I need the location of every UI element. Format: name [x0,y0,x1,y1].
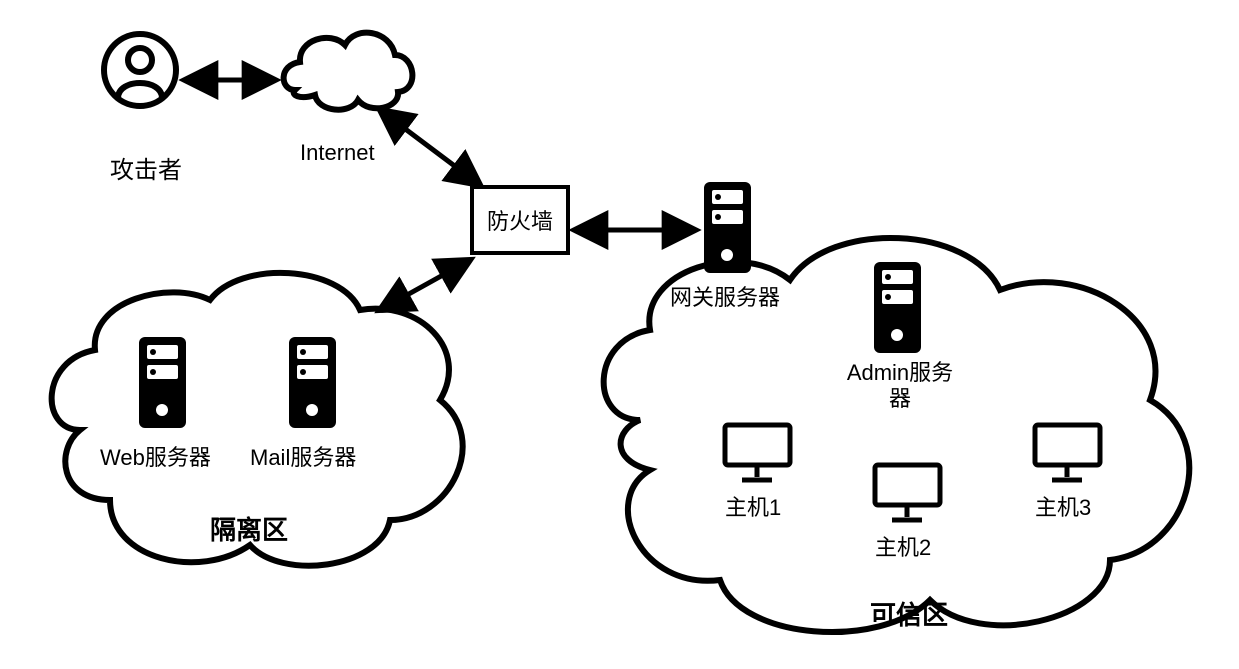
host2-label: 主机2 [875,530,931,562]
attacker-label: 攻击者 [110,150,182,185]
mail-label: Mail服务器 [250,440,356,472]
web-label: Web服务器 [100,440,211,472]
edge-firewall-dmz [380,260,470,310]
edge-internet-firewall [380,110,480,185]
gateway-server-icon [700,180,755,280]
host1-icon [720,420,795,490]
firewall-box: 防火墙 [470,185,570,255]
gateway-label: 网关服务器 [670,280,780,312]
firewall-label: 防火墙 [487,204,553,236]
internet-cloud [284,33,413,110]
host3-icon [1030,420,1105,490]
admin-server-icon [870,260,925,360]
mail-server-icon [285,335,340,435]
edges [185,80,695,310]
internet-label: Internet [300,140,375,166]
admin-label: Admin服务 器 [840,360,960,413]
zone-trusted-label: 可信区 [870,595,948,632]
host1-label: 主机1 [725,490,781,522]
web-server-icon [135,335,190,435]
host3-label: 主机3 [1035,490,1091,522]
zone-dmz-label: 隔离区 [210,510,288,547]
host2-icon [870,460,945,530]
attacker-icon [100,30,180,115]
